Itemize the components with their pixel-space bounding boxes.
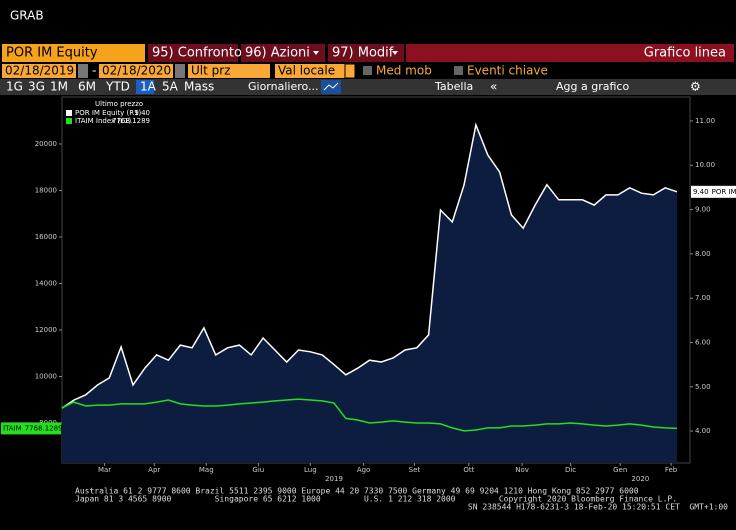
tag-name: ITAIM <box>3 424 22 432</box>
legend-title: Ultimo prezzo <box>95 100 143 108</box>
y-tick-label: 16000 <box>35 233 57 241</box>
period-button[interactable]: 3G <box>28 80 45 94</box>
add-button[interactable]: Agg a grafico <box>556 80 629 93</box>
y-tick-label: 14000 <box>35 279 57 287</box>
view-title: Grafico linea <box>644 46 726 61</box>
period-selected <box>136 80 154 94</box>
field-select[interactable] <box>188 64 270 78</box>
tag-value: 9.40 <box>693 188 709 196</box>
period-button[interactable]: YTD <box>105 80 130 94</box>
dropdown-arrow <box>392 51 398 55</box>
checkbox[interactable] <box>363 66 372 75</box>
period-button[interactable]: 1M <box>50 80 68 94</box>
y-tick-label: 20000 <box>35 140 57 148</box>
period-group: 1G 3G 1M 6M YTD 1A 5A Mass <box>6 80 214 94</box>
legend-swatch <box>66 118 72 124</box>
security-field[interactable] <box>2 44 145 62</box>
table-button[interactable]: Tabella <box>434 80 473 93</box>
area <box>62 124 677 464</box>
y2-tick-label: 5.00 <box>695 383 711 391</box>
chart: 80001000012000140001600018000200004.005.… <box>1 100 736 483</box>
calendar-icon[interactable] <box>78 64 88 78</box>
y2-tick-label: 11.00 <box>695 117 715 125</box>
icon <box>323 82 339 91</box>
dropdown-arrow <box>313 51 319 55</box>
y-tick-label: 12000 <box>35 326 57 334</box>
currency-select[interactable] <box>275 64 345 78</box>
period-button[interactable]: 1G <box>6 80 23 94</box>
separator: - <box>92 64 96 78</box>
x-tick-label: Mag <box>199 466 214 474</box>
line <box>61 122 678 409</box>
x-tick-label: Lug <box>304 466 317 474</box>
year-label: 2019 <box>325 475 343 483</box>
x-tick-label: Gen <box>613 466 627 474</box>
last-value-label: ITAIM 7768.1289 <box>3 424 63 432</box>
x-tick-label: Nov <box>515 466 529 474</box>
last-value-label: 9.40 POR IM <box>693 188 736 196</box>
x-tick-label: Mar <box>98 466 111 474</box>
y2-tick-label: 7.00 <box>695 294 711 302</box>
x-tick-label: Giu <box>252 466 264 474</box>
y-tick-label: 10000 <box>35 372 57 380</box>
y2-tick-label: 8.00 <box>695 250 711 258</box>
button-label: 97) Modif <box>332 46 394 61</box>
collapse-icon[interactable]: « <box>490 80 497 94</box>
period-bar <box>0 79 736 95</box>
legend-value: 7768.1289 <box>112 117 150 125</box>
currency: Val locale <box>278 64 335 78</box>
y2-tick-label: 6.00 <box>695 338 711 346</box>
line <box>61 398 678 432</box>
option: Med mob <box>376 64 432 78</box>
y-tick-label: 18000 <box>35 186 57 194</box>
period-button[interactable]: 1A <box>140 80 157 94</box>
button[interactable] <box>241 44 325 62</box>
year-label: 2020 <box>631 475 649 483</box>
title-bar <box>406 44 734 62</box>
security: POR IM Equity <box>6 46 98 61</box>
button-label: 95) Confronto <box>152 46 242 61</box>
period-button[interactable]: Mass <box>184 80 214 94</box>
y2-tick-label: 10.00 <box>695 161 715 169</box>
calendar-icon[interactable] <box>175 64 185 78</box>
frequency[interactable]: Giornaliero... <box>248 80 319 93</box>
window-title: GRAB <box>10 9 44 23</box>
footer-line: SN 238544 H178-6231-3 18-Feb-20 15:20:51… <box>468 503 728 512</box>
legend-swatch <box>66 110 72 116</box>
y2-tick-label: 4.00 <box>695 427 711 435</box>
button[interactable] <box>148 44 238 62</box>
tag-name: POR IM <box>712 188 736 196</box>
dropdown[interactable] <box>344 63 356 79</box>
x-tick-label: Apr <box>148 466 160 474</box>
button-label: 96) Azioni <box>245 46 310 61</box>
footer-line: Australia 61 2 9777 8600 Brazil 5511 239… <box>75 487 639 496</box>
footer-line: Japan 81 3 4565 8900 Singapore 65 6212 1… <box>75 495 677 504</box>
last-value-tag <box>1 422 61 435</box>
settings-icon[interactable]: ⚙ <box>690 80 701 94</box>
option: Eventi chiave <box>467 64 548 78</box>
x-tick-label: Ago <box>357 466 371 474</box>
x-tick-label: Ott <box>463 466 474 474</box>
legend-label: POR IM Equity (R1) <box>75 109 142 117</box>
period-button[interactable]: 5A <box>162 80 179 94</box>
tag-value: 7768.1289 <box>25 424 63 432</box>
end-date: 02/18/2020 <box>102 64 171 78</box>
start-date: 02/18/2019 <box>5 64 74 78</box>
legend-value: 9.40 <box>134 109 150 117</box>
y2-tick-label: 9.00 <box>695 206 711 214</box>
date-field[interactable] <box>99 64 173 78</box>
legend-label: ITAIM Index (L1) <box>75 117 131 125</box>
button[interactable] <box>328 44 404 62</box>
checkbox[interactable] <box>454 66 463 75</box>
last-value-tag <box>691 185 736 198</box>
field: Ult prz <box>191 64 231 78</box>
period-button[interactable]: 6M <box>78 80 96 94</box>
date-field[interactable] <box>2 64 76 78</box>
x-tick-label: Set <box>409 466 421 474</box>
x-tick-label: Feb <box>665 466 678 474</box>
x-tick-label: Dic <box>565 466 576 474</box>
